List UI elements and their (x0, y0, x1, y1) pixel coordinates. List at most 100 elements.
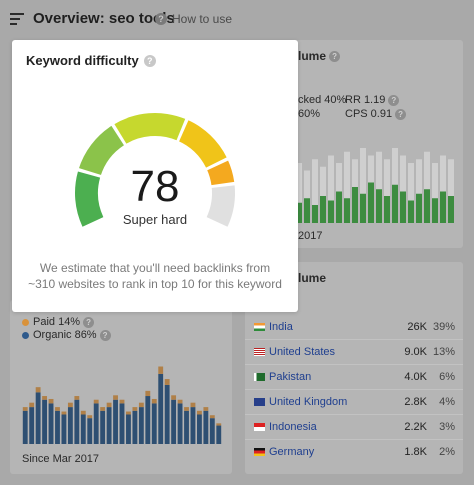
country-row[interactable]: Indonesia 2.2K 3% (245, 414, 463, 439)
country-name[interactable]: United States (269, 346, 336, 358)
sv-bar-bg (384, 159, 390, 223)
organic-bar (93, 403, 99, 444)
sv-bar (304, 198, 310, 223)
organic-bar (74, 399, 80, 444)
help-icon[interactable]: ? (329, 51, 341, 63)
organic-bar (113, 399, 118, 444)
flag-id-icon (254, 423, 265, 431)
sv-bar (352, 187, 358, 223)
country-row[interactable]: United States 9.0K 13% (245, 339, 463, 364)
country-volume: 1.8K (404, 446, 427, 458)
sv-bar (336, 191, 342, 223)
paid-bar (196, 410, 202, 415)
paid-bar (74, 396, 80, 400)
country-row[interactable]: United Kingdom 2.8K 4% (245, 389, 463, 414)
keyword-difficulty-title: Keyword difficulty (26, 53, 139, 68)
gauge-segment (78, 125, 124, 177)
sv-bar-bg (448, 159, 454, 223)
organic-bar (126, 414, 131, 444)
paid-bar (145, 390, 151, 397)
menu-icon[interactable] (10, 13, 24, 25)
organic-bar (209, 418, 215, 444)
organic-bar (164, 384, 170, 444)
help-icon[interactable]: ? (99, 329, 111, 341)
paid-bar (93, 399, 99, 404)
organic-bar (67, 407, 73, 444)
organic-bar (132, 410, 138, 444)
clicked-stat: cked 40% (298, 94, 347, 106)
country-list: India 26K 39% United States 9.0K 13% Pakistan 4… (245, 314, 463, 466)
search-volume-chart (296, 148, 454, 223)
sv-bar (408, 200, 414, 223)
sv-bar (392, 184, 398, 223)
sv-bar-bg (304, 170, 310, 223)
paid-bar (35, 387, 41, 393)
gauge-separator (76, 167, 103, 178)
paid-bar (48, 398, 54, 404)
question-icon: ? (155, 13, 167, 25)
help-icon[interactable]: ? (83, 316, 95, 328)
country-name[interactable]: Pakistan (269, 371, 312, 383)
flag-de-icon (254, 448, 265, 456)
organic-bar (151, 403, 157, 444)
paid-bar (22, 407, 28, 411)
paid-bar (113, 395, 118, 400)
paid-bar (42, 396, 48, 400)
keyword-difficulty-card: Keyword difficulty ? 78 Super hard We es… (12, 40, 298, 312)
organic-bar (158, 373, 164, 444)
top-bar: Overview: seo tools ? How to use (0, 0, 474, 38)
since-label: Since Mar 2017 (22, 453, 100, 465)
paid-bar (138, 402, 144, 408)
paid-bar (106, 402, 112, 408)
paid-bar (126, 411, 131, 415)
sv-bar-bg (328, 155, 334, 223)
sv-bar (384, 196, 390, 223)
organic-legend-dot (22, 331, 29, 339)
organic-bar (138, 407, 144, 444)
country-row[interactable]: Pakistan 4.0K 6% (245, 364, 463, 389)
paid-bar (100, 407, 106, 411)
country-name[interactable]: India (269, 320, 293, 333)
organic-traffic-card: Paid 14%? Organic 86%? Since Mar 2017 (10, 300, 232, 474)
help-icon[interactable]: ? (395, 108, 407, 120)
sv-bar-bg (344, 151, 350, 223)
paid-bar (151, 398, 157, 404)
sv-bar-bg (408, 163, 414, 223)
country-name[interactable]: Germany (269, 446, 315, 458)
country-volume: 2.8K (404, 396, 427, 408)
paid-bar (55, 407, 60, 411)
gauge-segment (75, 171, 104, 227)
organic-bar (87, 418, 93, 444)
gauge-segment (113, 113, 186, 145)
country-row[interactable]: Germany 1.8K 2% (245, 439, 463, 464)
sv-bar-bg (424, 151, 430, 223)
global-volume-title: lume (298, 271, 327, 285)
sv-bar (376, 189, 382, 223)
help-icon[interactable]: ? (143, 54, 156, 67)
difficulty-score: 78 (130, 162, 180, 211)
help-icon[interactable]: ? (388, 94, 400, 106)
sv-bar (400, 191, 406, 223)
sv-bar-bg (416, 159, 422, 223)
how-to-use-link[interactable]: ? How to use (155, 12, 232, 26)
sv-bar-bg (312, 159, 318, 223)
paid-bar (67, 402, 73, 408)
search-volume-title: lume (298, 49, 327, 63)
organic-bar (177, 403, 183, 444)
sv-bar (360, 193, 366, 223)
sv-bar (432, 198, 438, 223)
difficulty-rating: Super hard (122, 212, 188, 227)
country-name[interactable]: United Kingdom (269, 396, 348, 408)
country-row[interactable]: India 26K 39% (245, 314, 463, 339)
sv-bar (440, 191, 446, 223)
organic-bar (100, 410, 106, 444)
organic-legend-label: Organic 86% (33, 329, 97, 341)
cps-stat: CPS 0.91 (345, 108, 393, 120)
country-name[interactable]: Indonesia (269, 421, 317, 433)
country-percent: 4% (439, 396, 455, 408)
country-volume: 26K (407, 320, 427, 333)
country-percent: 6% (439, 371, 455, 383)
flag-pk-icon (254, 373, 265, 381)
organic-bar (171, 399, 177, 444)
organic-bar (190, 407, 196, 444)
